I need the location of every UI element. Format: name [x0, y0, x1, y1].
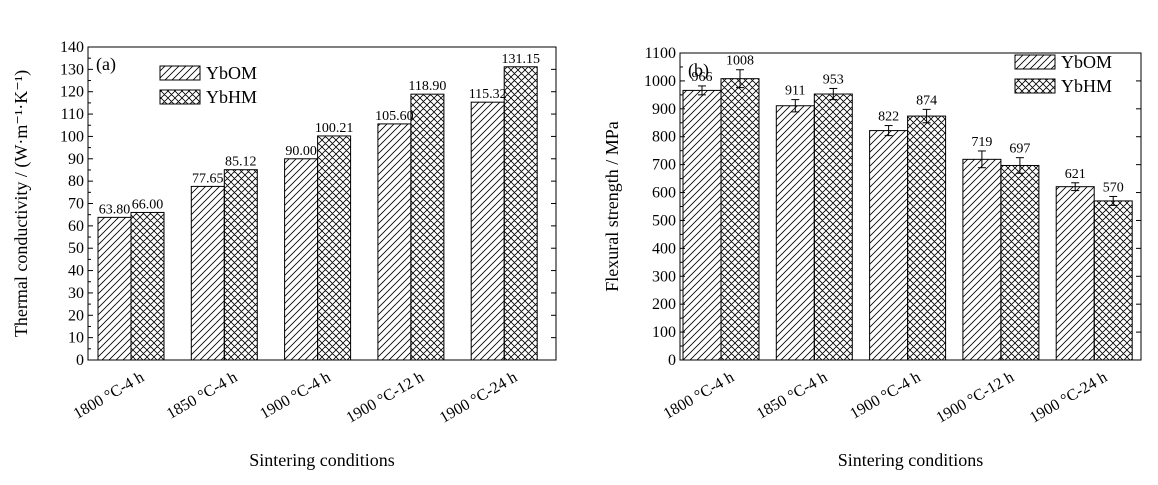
bar-ybhm [720, 78, 760, 361]
legend-swatch-ybom [159, 65, 201, 81]
data-label: 874 [916, 93, 937, 108]
x-tick-label: 1900 °C-24 h [1027, 369, 1110, 427]
y-tick-label: 120 [60, 84, 84, 101]
legend-label: YbOM [1061, 52, 1112, 72]
bar-ybhm [1093, 200, 1133, 361]
y-tick-label: 60 [68, 218, 84, 235]
bar-ybhm [317, 135, 352, 361]
y-tick-label: 400 [652, 240, 676, 257]
y-tick-label: 100 [60, 128, 84, 145]
bar-ybom [377, 123, 412, 361]
data-label: 90.00 [285, 144, 317, 159]
y-tick-label: 900 [652, 101, 676, 118]
legend-swatch-ybhm [159, 89, 201, 105]
data-label: 63.80 [99, 202, 131, 217]
x-axis-title: Sintering conditions [249, 450, 395, 470]
y-axis-title: Thermal conductivity / (W·m⁻¹·K⁻¹) [11, 70, 32, 337]
data-label: 953 [823, 72, 844, 87]
x-tick-label: 1900 °C-12 h [344, 369, 427, 427]
x-tick-label: 1900 °C-4 h [257, 369, 333, 423]
data-label: 697 [1009, 142, 1030, 157]
chart-panel-b: 0 100 200 300 400 500 600 700 800 900 1000 1100 966 1… [602, 45, 1142, 470]
data-label: 131.15 [501, 52, 540, 67]
bar-ybom [775, 105, 815, 361]
data-label: 621 [1065, 167, 1086, 182]
x-tick-label: 1900 °C-4 h [847, 369, 923, 423]
y-tick-label: 90 [68, 151, 84, 168]
y-tick-label: 0 [668, 352, 676, 369]
y-tick-label: 100 [652, 324, 676, 341]
x-tick-label: 1850 °C-4 h [754, 369, 830, 423]
x-tick-label: 1900 °C-12 h [934, 369, 1017, 427]
bar-ybhm [223, 169, 258, 361]
y-tick-label: 130 [60, 61, 84, 78]
panel-label: (b) [688, 60, 709, 81]
data-label: 966 [692, 70, 713, 85]
data-label: 118.90 [408, 79, 446, 94]
y-tick-label: 500 [652, 212, 676, 229]
y-tick-label: 800 [652, 129, 676, 146]
y-tick-label: 20 [68, 307, 84, 324]
bar-ybhm [907, 115, 947, 361]
bar-ybom [869, 130, 909, 361]
data-label: 1008 [726, 54, 754, 69]
y-tick-label: 700 [652, 157, 676, 174]
legend-label: YbHM [206, 87, 257, 107]
x-tick-label: 1800 °C-4 h [661, 369, 737, 423]
bar-ybom [284, 158, 319, 361]
y-tick-label: 1100 [645, 45, 676, 62]
bar-ybom [190, 185, 225, 361]
bar-ybom [682, 89, 722, 361]
y-axis-title: Flexural strength / MPa [602, 121, 622, 291]
y-tick-label: 50 [68, 240, 84, 257]
x-tick-label: 1850 °C-4 h [164, 369, 240, 423]
data-label: 100.21 [315, 121, 354, 136]
y-tick-label: 140 [60, 39, 84, 56]
bar-ybhm [503, 66, 538, 361]
data-label: 911 [785, 84, 805, 99]
data-label: 115.32 [469, 87, 507, 102]
y-tick-label: 110 [61, 106, 84, 123]
y-tick-label: 0 [76, 352, 84, 369]
x-tick-label: 1900 °C-24 h [437, 369, 520, 427]
y-tick-label: 30 [68, 285, 84, 302]
x-axis-title: Sintering conditions [838, 450, 984, 470]
bar-ybom [962, 158, 1002, 361]
bar-ybom [470, 101, 505, 361]
x-tick-label: 1800 °C-4 h [71, 369, 147, 423]
legend-swatch-ybhm [1014, 78, 1056, 94]
legend-label: YbHM [1061, 76, 1112, 96]
data-label: 66.00 [132, 197, 164, 212]
data-label: 105.60 [375, 109, 414, 124]
data-label: 85.12 [225, 155, 257, 170]
bar-ybhm [130, 211, 165, 361]
legend-label: YbOM [206, 63, 257, 83]
y-tick-label: 80 [68, 173, 84, 190]
bar-ybom [97, 216, 132, 361]
y-tick-label: 40 [68, 263, 84, 280]
data-label: 570 [1103, 180, 1124, 195]
legend-swatch-ybom [1014, 54, 1056, 70]
y-tick-label: 10 [68, 330, 84, 347]
data-label: 719 [971, 135, 992, 150]
y-tick-label: 1000 [644, 73, 676, 90]
panel-label: (a) [96, 54, 116, 75]
bar-ybhm [1000, 164, 1040, 361]
bar-ybhm [813, 93, 853, 361]
y-tick-label: 600 [652, 185, 676, 202]
bar-ybhm [410, 93, 445, 361]
data-label: 822 [878, 110, 899, 125]
y-tick-label: 70 [68, 196, 84, 213]
y-tick-label: 200 [652, 296, 676, 313]
y-tick-label: 300 [652, 268, 676, 285]
bar-ybom [1055, 186, 1095, 361]
chart-panel-a: 0 10 20 30 40 50 60 70 80 90 100 110 120 130 140 63.80 6… [11, 39, 557, 470]
data-label: 77.65 [192, 171, 224, 186]
